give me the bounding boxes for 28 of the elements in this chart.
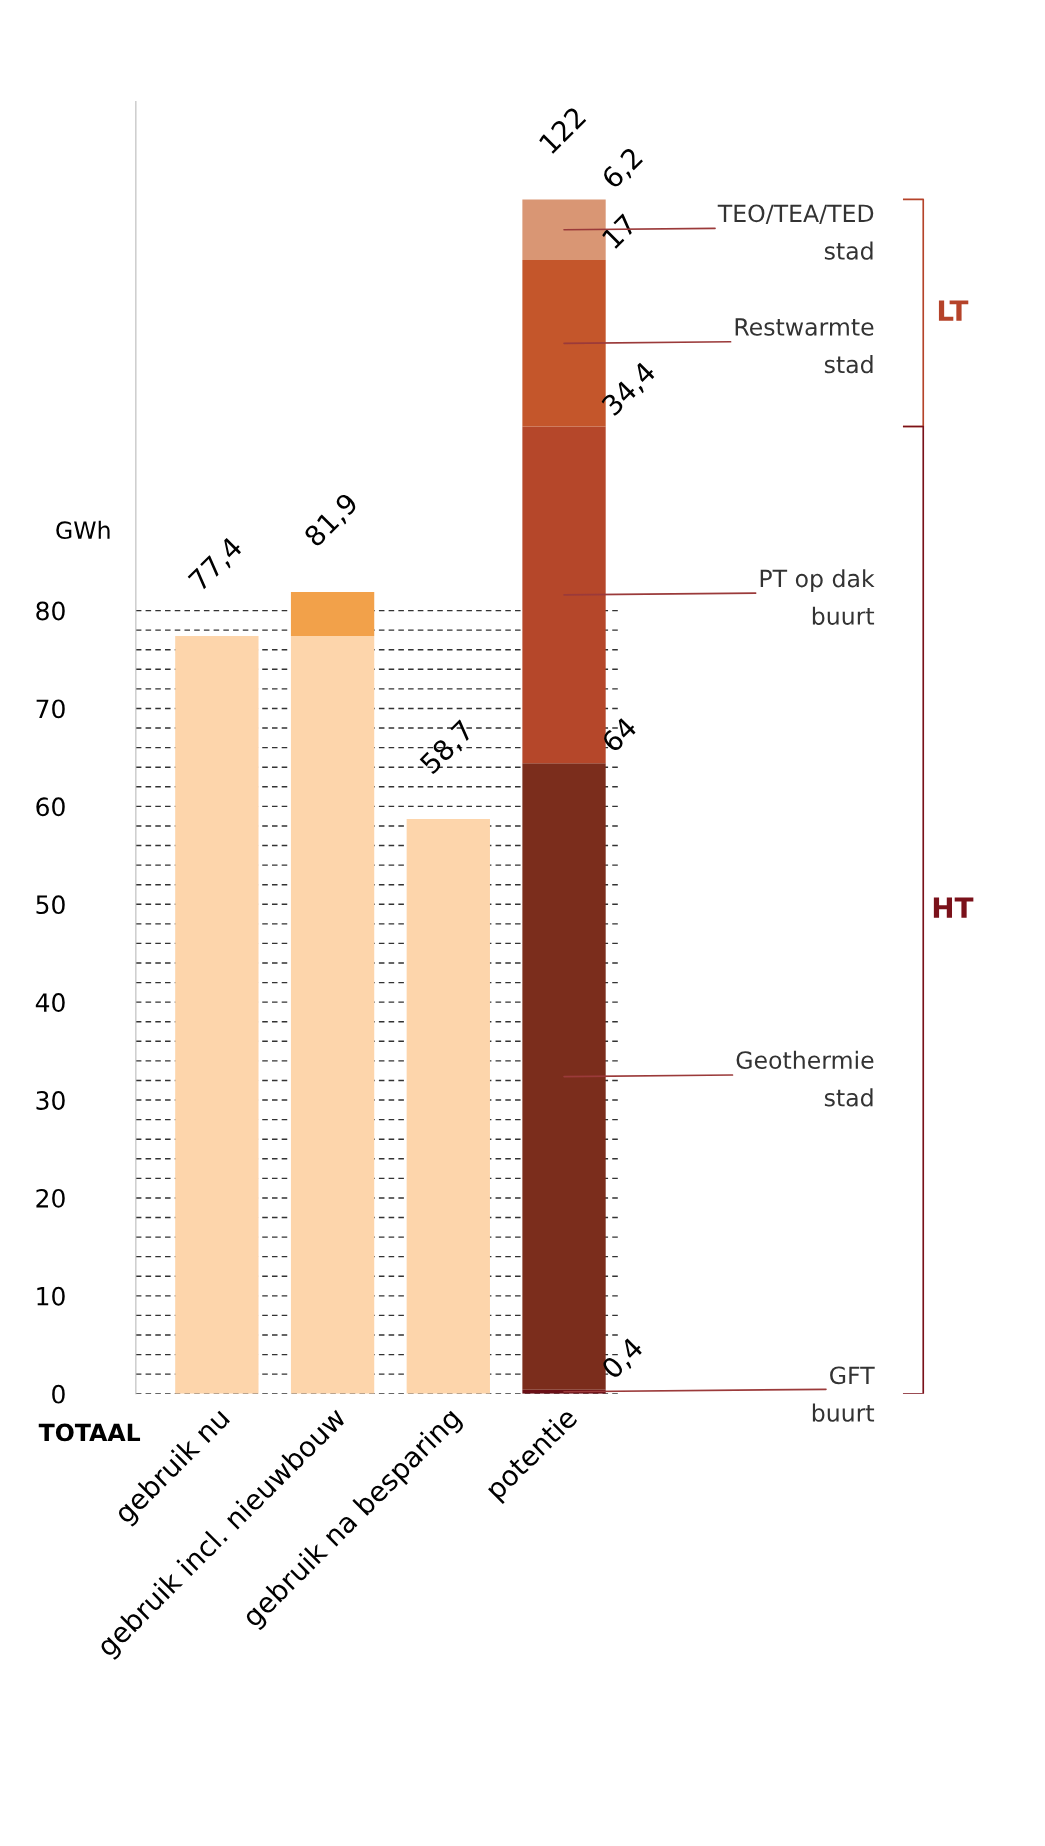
data-label: 17 (601, 213, 637, 249)
data-label: 64 (600, 715, 638, 754)
text: GFT buurt (812, 1366, 875, 1422)
data-label: 6,2 (600, 146, 646, 192)
text: HT (933, 897, 974, 918)
data-label: 0,4 (600, 1336, 647, 1382)
text: PT op dak buurt (760, 569, 875, 625)
y-tick-label: 40 (35, 993, 65, 1013)
y-tick-label: 60 (36, 797, 65, 817)
bar (290, 636, 375, 1394)
text: Geothermie stad (736, 1050, 874, 1107)
y-tick-label: 10 (37, 1286, 65, 1306)
bar (406, 819, 490, 1394)
text: TEO/TEA/TED stad (717, 204, 874, 260)
bar (175, 636, 259, 1394)
y-tick-label: 30 (36, 1090, 65, 1110)
text: LT (938, 300, 969, 321)
bar (290, 591, 375, 637)
y-tick-label: 70 (36, 699, 65, 719)
y-tick-label: 0 (52, 1384, 65, 1404)
y-tick-label: 20 (36, 1188, 65, 1208)
y-tick-label: 80 (36, 601, 65, 621)
text: Restwarmte stad (735, 318, 874, 374)
bar (522, 426, 606, 764)
total-label: 122 (538, 106, 587, 155)
y-axis-title: GWh (56, 520, 110, 540)
text: TOTAAL (38, 1423, 141, 1442)
y-tick-label: 50 (36, 895, 65, 915)
